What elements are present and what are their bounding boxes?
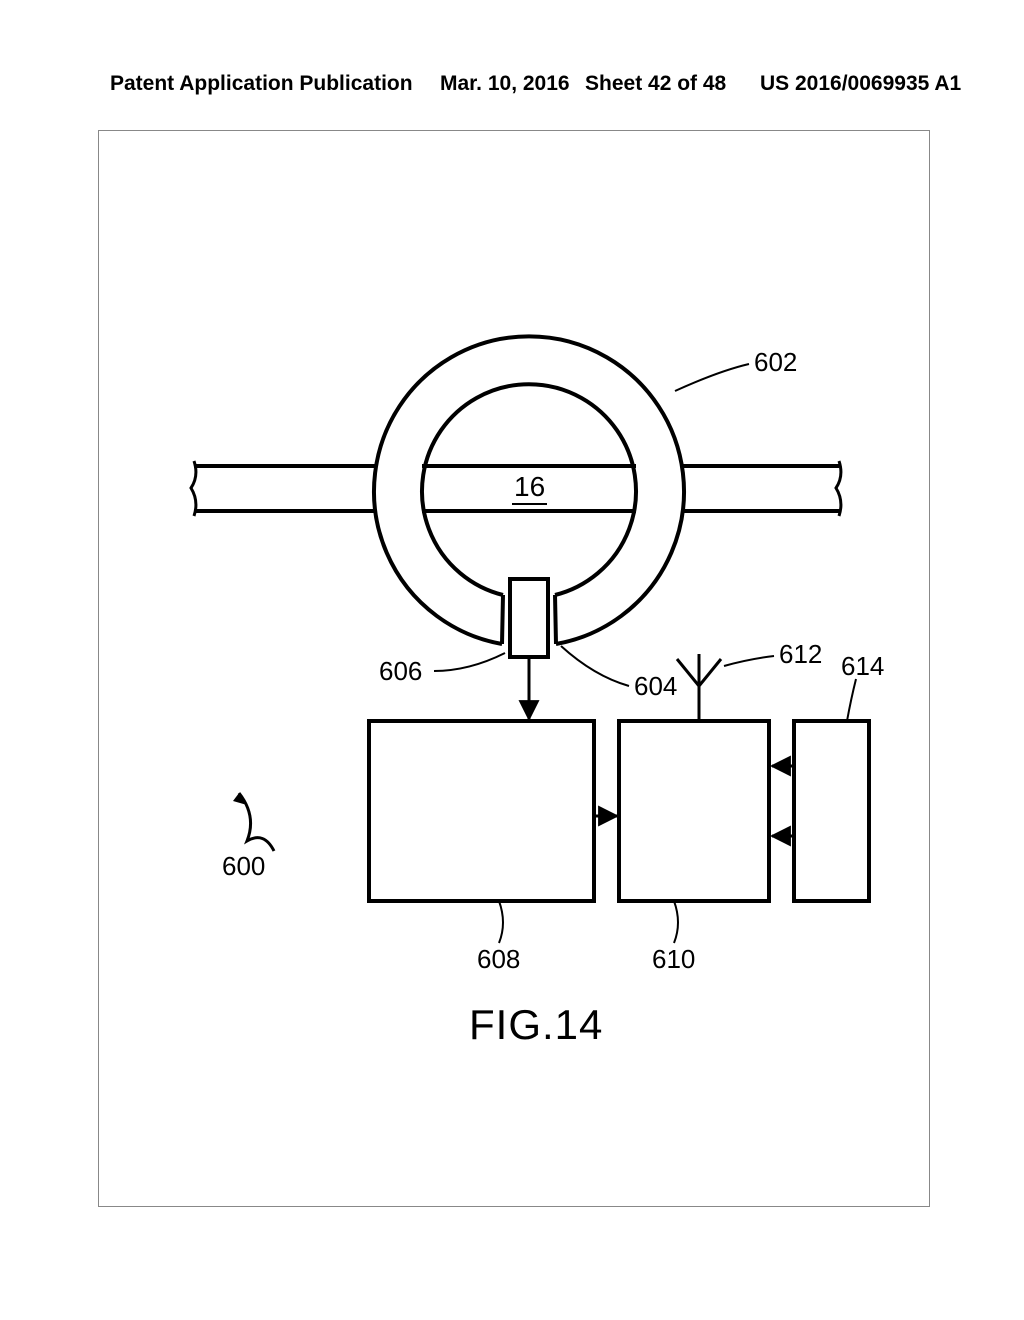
- antenna-icon: [677, 654, 721, 721]
- label-606: 606: [379, 656, 422, 687]
- block-608: [369, 721, 594, 901]
- label-610: 610: [652, 944, 695, 975]
- label-602: 602: [754, 347, 797, 378]
- publication-type: Patent Application Publication: [110, 72, 413, 96]
- figure-caption: FIG.14: [469, 1001, 603, 1049]
- label-612: 612: [779, 639, 822, 670]
- leader-610: [674, 901, 678, 943]
- leader-612: [724, 656, 774, 666]
- label-614: 614: [841, 651, 884, 682]
- leader-602: [675, 364, 749, 391]
- label-600: 600: [222, 851, 265, 882]
- block-614: [794, 721, 869, 901]
- publication-number: US 2016/0069935 A1: [760, 72, 961, 96]
- leader-604: [561, 646, 629, 686]
- leader-608: [499, 901, 503, 943]
- label-16: 16: [512, 471, 547, 505]
- sheet-number: Sheet 42 of 48: [585, 72, 726, 96]
- label-608: 608: [477, 944, 520, 975]
- publication-date: Mar. 10, 2016: [440, 72, 570, 96]
- block-610: [619, 721, 769, 901]
- hall-element: [510, 579, 548, 657]
- leader-614: [847, 679, 856, 721]
- label-604: 604: [634, 671, 677, 702]
- figure-14: 16 602 604 606 612 614 600 608 610 FIG.1…: [99, 131, 929, 1206]
- drawing-frame: 16 602 604 606 612 614 600 608 610 FIG.1…: [98, 130, 930, 1207]
- page-root: Patent Application Publication Mar. 10, …: [0, 0, 1024, 1320]
- leader-606: [434, 653, 505, 671]
